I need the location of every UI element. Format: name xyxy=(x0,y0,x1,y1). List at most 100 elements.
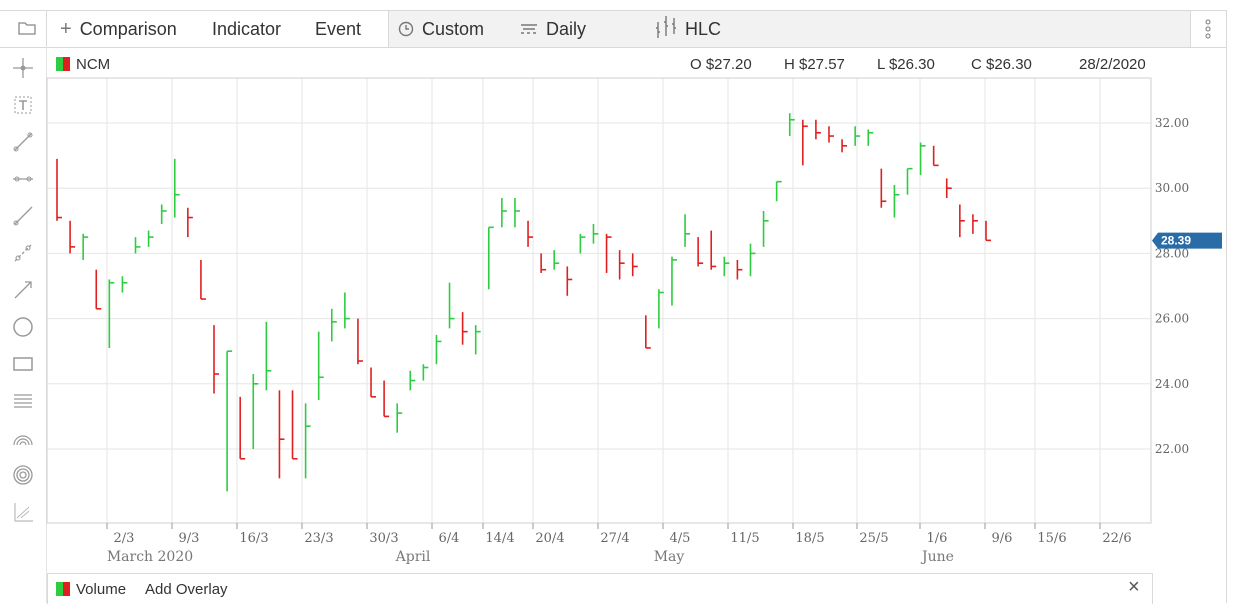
y-tick-label: 26.00 xyxy=(1155,312,1189,326)
vertical-dots-icon xyxy=(1203,19,1213,39)
comparison-button[interactable]: + Comparison xyxy=(60,11,177,47)
price-bar xyxy=(134,237,141,254)
price-bar xyxy=(815,119,821,140)
arc-icon[interactable] xyxy=(8,423,38,453)
segment-icon[interactable] xyxy=(8,238,38,268)
custom-label: Custom xyxy=(422,19,485,39)
price-bar xyxy=(710,230,717,270)
comparison-label: Comparison xyxy=(79,19,177,39)
clock-icon xyxy=(398,13,414,49)
price-bar xyxy=(461,312,468,345)
price-bar xyxy=(357,318,363,365)
ray-icon[interactable] xyxy=(8,201,38,231)
y-tick-label: 32.00 xyxy=(1155,116,1189,130)
symbol-legend[interactable]: NCM xyxy=(56,55,110,75)
y-tick-label: 22.00 xyxy=(1155,442,1189,456)
volume-legend[interactable]: Volume xyxy=(56,581,126,598)
price-bar xyxy=(474,325,481,355)
event-button[interactable]: Event xyxy=(315,11,361,47)
indicator-label: Indicator xyxy=(212,19,282,39)
price-bar xyxy=(514,197,520,228)
price-bar xyxy=(802,119,808,166)
date-value: 28/2/2020 xyxy=(1079,56,1146,73)
indicator-button[interactable]: Indicator xyxy=(212,11,281,47)
price-bar xyxy=(540,253,547,273)
price-bar xyxy=(448,282,455,329)
y-axis: 22.00 24.00 26.00 28.00 30.00 32.00 xyxy=(1155,116,1189,456)
last-price-label: 28.39 xyxy=(1161,234,1191,248)
price-bar xyxy=(344,292,350,329)
price-bar xyxy=(762,211,769,247)
close-panel-icon[interactable]: × xyxy=(1128,576,1140,598)
volume-color-icon xyxy=(56,582,70,596)
divider xyxy=(1190,11,1191,47)
price-bar xyxy=(684,214,691,247)
price-bar xyxy=(383,380,390,418)
price-bar xyxy=(239,396,246,460)
series-color-icon xyxy=(56,57,70,71)
spiral-icon[interactable] xyxy=(8,460,38,490)
price-bar xyxy=(213,325,220,394)
price-bar xyxy=(697,237,704,267)
crosshair-icon[interactable] xyxy=(8,53,38,83)
text-icon[interactable] xyxy=(8,90,38,120)
price-bar xyxy=(278,390,285,479)
chart-type-button[interactable]: HLC xyxy=(655,11,721,47)
horizontal-line-icon[interactable] xyxy=(8,164,38,194)
divider xyxy=(46,11,47,47)
hlc-label: HLC xyxy=(685,19,722,39)
rectangle-icon[interactable] xyxy=(8,349,38,379)
price-bar xyxy=(291,390,298,460)
price-bar xyxy=(631,253,638,277)
interval-button[interactable]: Daily xyxy=(520,11,586,47)
fibonacci-icon[interactable] xyxy=(8,386,38,416)
add-overlay-button[interactable]: Add Overlay xyxy=(145,581,228,598)
folder-icon[interactable] xyxy=(18,11,36,47)
plot-area xyxy=(46,77,1152,524)
x-tick-label: 18/5 xyxy=(795,531,824,546)
price-bar xyxy=(501,197,507,228)
price-bar xyxy=(317,331,324,401)
price-bar xyxy=(658,289,664,329)
price-bar xyxy=(173,158,180,218)
price-bar xyxy=(553,250,560,270)
price-bar xyxy=(749,243,756,277)
low-value: L $26.30 xyxy=(877,56,935,73)
arrow-icon[interactable] xyxy=(8,275,38,305)
price-bar xyxy=(95,269,102,310)
price-bar xyxy=(187,207,193,238)
chart-settings-bar xyxy=(389,11,1190,47)
x-tick-label: 25/5 xyxy=(859,531,888,546)
price-chart[interactable]: 22.00 24.00 26.00 28.00 30.00 32.00 2/3 9/3 16/… xyxy=(0,0,1248,573)
price-bar xyxy=(841,139,848,153)
x-tick-label: 2/3 xyxy=(114,531,135,546)
price-bar xyxy=(959,204,965,238)
price-bar xyxy=(854,126,861,146)
price-bar xyxy=(226,350,233,492)
price-bar xyxy=(867,129,874,146)
top-toolbar: + Comparison Indicator Event Custom Daily… xyxy=(0,10,1227,48)
price-bar xyxy=(409,370,416,391)
trendline-icon[interactable] xyxy=(8,497,38,527)
price-bar xyxy=(121,276,128,293)
divider xyxy=(388,11,389,47)
more-options-button[interactable] xyxy=(1203,11,1213,47)
price-bar xyxy=(330,308,337,342)
last-price-marker: 28.39 xyxy=(1152,232,1222,249)
price-bars xyxy=(56,113,991,492)
price-bar xyxy=(566,266,573,296)
high-value: H $27.57 xyxy=(784,56,845,73)
study-panel-header: Volume Add Overlay × xyxy=(47,573,1153,604)
x-axis: 2/3 9/3 16/3 23/3 30/3 6/4 14/4 20/4 27/4 4/5 11/5… xyxy=(106,523,1132,565)
line-icon[interactable] xyxy=(8,127,38,157)
x-tick-label: 6/4 xyxy=(439,531,460,546)
price-bar xyxy=(828,126,834,143)
custom-range-button[interactable]: Custom xyxy=(398,11,484,47)
x-tick-label: 1/6 xyxy=(927,531,948,546)
price-bar xyxy=(396,403,403,433)
price-bar xyxy=(487,226,494,290)
circle-icon[interactable] xyxy=(8,312,38,342)
grid xyxy=(47,78,1151,523)
x-tick-label: 4/5 xyxy=(670,531,691,546)
price-bar xyxy=(592,224,599,244)
